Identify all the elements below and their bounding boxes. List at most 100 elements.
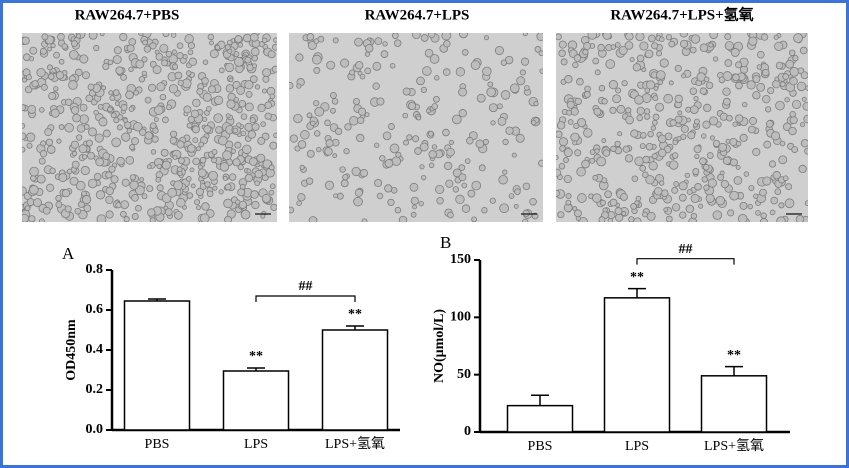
cell [482,66,492,77]
cell [702,164,710,171]
cell [418,200,424,207]
cell [458,87,468,97]
cell [240,130,247,137]
cell [795,215,805,222]
cell [755,210,761,216]
cell [358,107,367,116]
cell [186,122,193,129]
cell [416,115,422,121]
cell [53,51,60,59]
cell [182,54,188,60]
cell [467,189,476,198]
cell [271,43,277,51]
cell [791,99,802,109]
cell [28,215,36,222]
cell [592,193,602,203]
cell [141,193,148,200]
cell [156,163,162,170]
cell [690,34,701,44]
cell [631,175,639,183]
cell [609,106,617,114]
cell [747,203,753,210]
cell [344,123,352,131]
cell [615,213,624,222]
cell [22,36,30,45]
cell [121,132,131,142]
cell [88,127,98,137]
cell [489,197,496,204]
cell [209,40,214,46]
cell [427,33,436,39]
cell [206,190,214,198]
cell [233,97,240,103]
cell [772,171,781,180]
cell [614,207,623,216]
cell [154,105,164,115]
cell [357,116,365,125]
cell [639,41,649,51]
cell [61,188,71,198]
cell [651,153,658,160]
cell [252,63,258,69]
cell [657,134,667,144]
cell [511,152,517,158]
panel-label: B [440,233,451,252]
cell [374,179,383,188]
cell [82,71,90,80]
cell [773,34,779,40]
x-tick-label: LPS [625,439,649,454]
cell [76,124,86,133]
cell [735,164,741,170]
cell [778,202,785,209]
cell [99,33,105,37]
cell [311,54,322,65]
cell [79,114,89,125]
cell [71,160,80,169]
cell [556,168,562,177]
cell [499,203,510,214]
cell [536,33,543,41]
cell [354,188,363,197]
cell [260,121,267,127]
cell [237,188,246,197]
cell [602,33,612,40]
cell [224,215,232,222]
cell [64,205,72,213]
cell [41,33,49,41]
cell [558,163,566,170]
cell [639,143,646,149]
cell [254,180,261,187]
cell [25,74,32,81]
cell [784,97,790,103]
cell [494,46,504,56]
cell [461,204,471,213]
cell [659,58,669,68]
cell [556,189,560,197]
cell [593,107,602,116]
x-tick-label: LPS+氢氧 [704,438,764,454]
cell [718,142,728,152]
cell [663,207,669,213]
cell [176,42,184,50]
cell [800,139,808,148]
cell [583,42,592,50]
cell [170,130,178,138]
cell [149,60,157,68]
cell [46,145,56,154]
cell [424,48,434,58]
cell [422,66,432,76]
cell [519,69,526,76]
cell [403,139,409,146]
cell [570,132,580,142]
cell [791,146,799,153]
cell [680,73,686,79]
cell [224,62,235,73]
y-tick-label: 0 [464,424,471,439]
cell [410,211,417,218]
cell [199,213,210,222]
cell [673,181,680,187]
cell [237,164,244,171]
cell [572,61,579,69]
cell [75,180,86,191]
cell [372,82,380,90]
